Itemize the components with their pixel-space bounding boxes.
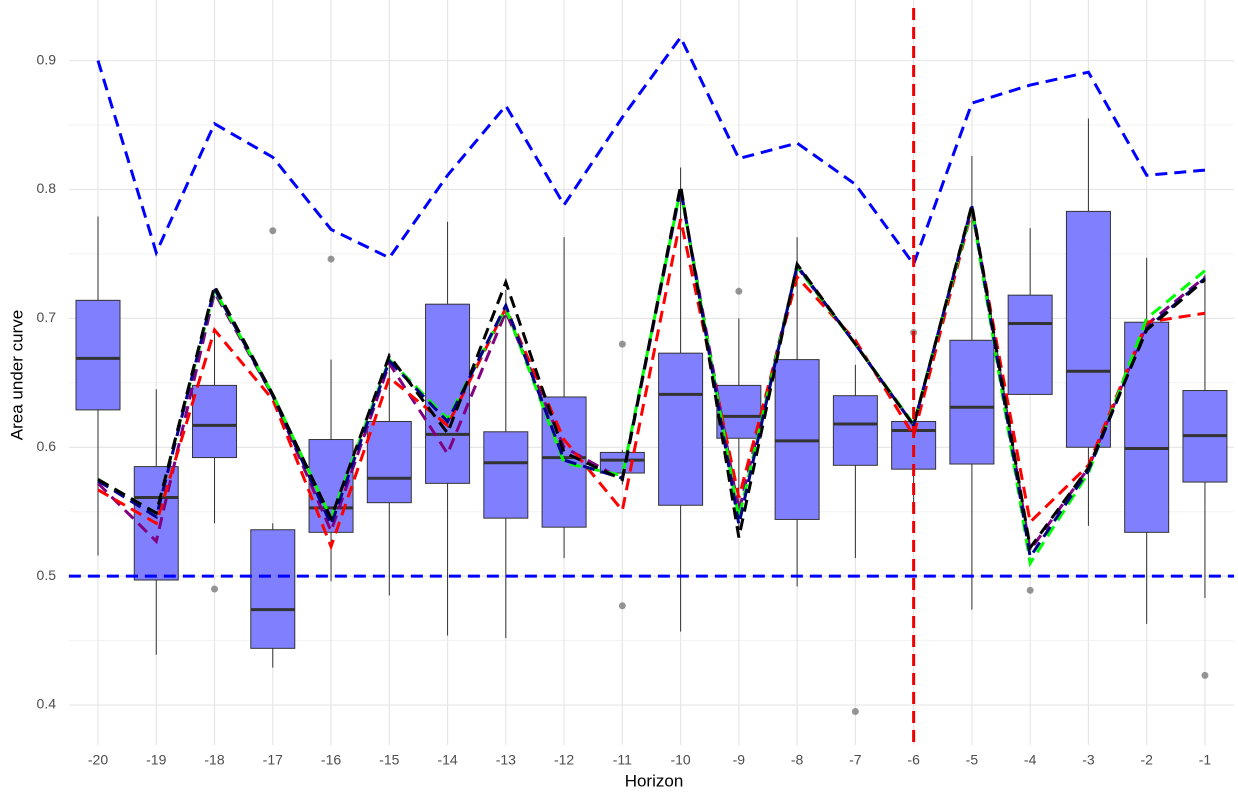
- box: [250, 529, 296, 649]
- series-line: [97, 185, 1206, 552]
- outlier: [211, 585, 219, 593]
- x-tick-label: -13: [496, 752, 516, 768]
- series-line: [97, 209, 1206, 551]
- y-tick-label: 0.8: [37, 180, 57, 196]
- box: [75, 299, 121, 411]
- x-tick-label: -14: [437, 752, 457, 768]
- box: [483, 431, 529, 519]
- outlier: [269, 227, 277, 235]
- outlier: [851, 707, 859, 715]
- x-axis-label: Horizon: [625, 771, 684, 790]
- box: [1124, 321, 1170, 533]
- outlier: [735, 287, 743, 295]
- x-tick-label: -6: [907, 752, 920, 768]
- x-tick-label: -3: [1082, 752, 1095, 768]
- x-tick-label: -19: [146, 752, 166, 768]
- box: [541, 396, 587, 528]
- box: [658, 352, 704, 506]
- box: [192, 384, 238, 459]
- x-tick-label: -17: [263, 752, 283, 768]
- y-tick-label: 0.6: [37, 438, 57, 454]
- x-tick-label: -15: [379, 752, 399, 768]
- y-tick-label: 0.9: [37, 51, 57, 67]
- x-tick-label: -4: [1024, 752, 1037, 768]
- x-tick-label: -2: [1140, 752, 1153, 768]
- x-tick-label: -20: [88, 752, 108, 768]
- x-tick-label: -9: [733, 752, 746, 768]
- box: [949, 339, 995, 465]
- box: [832, 395, 878, 466]
- x-tick-label: -8: [791, 752, 804, 768]
- y-tick-label: 0.7: [37, 309, 57, 325]
- outlier: [327, 255, 335, 263]
- outlier: [618, 602, 626, 610]
- box: [1007, 294, 1053, 395]
- y-tick-label: 0.5: [37, 567, 57, 583]
- x-tick-label: -11: [613, 752, 632, 768]
- outlier: [618, 340, 626, 348]
- outlier: [1201, 671, 1209, 679]
- x-tick-label: -7: [849, 752, 862, 768]
- x-tick-label: -16: [321, 752, 341, 768]
- box: [1065, 210, 1111, 448]
- outlier: [1026, 586, 1034, 594]
- x-tick-label: -12: [554, 752, 574, 768]
- x-tick-label: -10: [670, 752, 690, 768]
- x-tick-label: -1: [1199, 752, 1212, 768]
- y-axis-label: Area under curve: [7, 310, 26, 440]
- y-tick-label: 0.4: [37, 696, 57, 712]
- series-line: [96, 34, 1206, 268]
- x-tick-label: -5: [966, 752, 979, 768]
- x-tick-label: -18: [204, 752, 224, 768]
- box: [366, 420, 412, 504]
